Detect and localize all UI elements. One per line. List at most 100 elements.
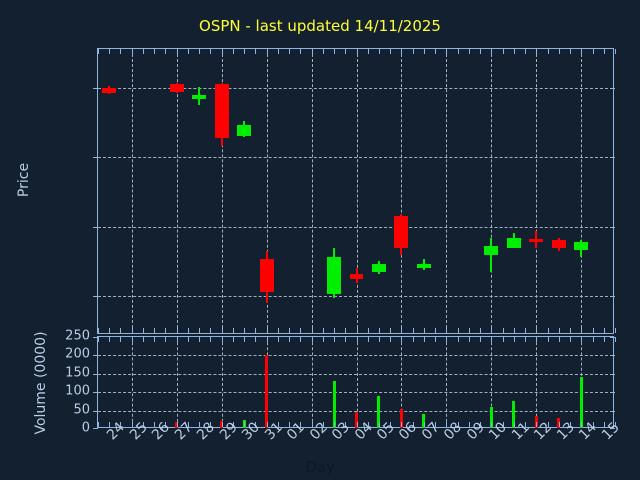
volume-bar	[355, 412, 358, 428]
gridline-vertical	[266, 49, 268, 333]
axis-tick	[131, 422, 133, 427]
volume-bar	[579, 377, 583, 428]
axis-tick	[131, 328, 133, 333]
axis-tick	[120, 422, 122, 427]
gridline-horizontal	[98, 226, 613, 228]
candle-body	[102, 88, 117, 94]
axis-tick	[558, 337, 560, 342]
gridline-vertical	[131, 49, 133, 333]
axis-tick	[98, 337, 99, 342]
price-panel	[93, 48, 616, 334]
axis-tick	[581, 328, 583, 333]
axis-tick	[491, 49, 493, 54]
axis-tick	[513, 49, 515, 54]
axis-tick	[525, 337, 527, 342]
axis-tick	[199, 49, 201, 54]
axis-tick	[165, 422, 167, 427]
axis-tick	[615, 337, 616, 342]
axis-tick	[610, 88, 615, 89]
gridline-vertical	[356, 337, 358, 427]
axis-tick	[255, 328, 257, 333]
axis-tick	[311, 49, 313, 54]
axis-tick	[165, 337, 167, 342]
x-axis-title: Day	[305, 458, 335, 476]
axis-tick	[457, 422, 459, 427]
gridline-vertical	[536, 337, 538, 427]
axis-tick	[423, 328, 425, 333]
axis-tick	[210, 337, 212, 342]
volume-tick-label: 250	[65, 328, 90, 344]
gridline-horizontal	[98, 355, 613, 357]
axis-tick	[93, 88, 98, 89]
axis-tick	[581, 337, 583, 342]
price-axis-ticks	[93, 49, 616, 333]
axis-tick	[610, 392, 615, 394]
axis-tick	[322, 49, 324, 54]
candle-body	[506, 237, 521, 249]
axis-tick	[547, 337, 549, 342]
candle-body	[529, 238, 544, 242]
axis-tick	[221, 328, 223, 333]
axis-tick	[603, 328, 605, 333]
axis-tick	[570, 422, 572, 427]
axis-tick	[367, 49, 369, 54]
axis-tick	[610, 373, 615, 375]
axis-tick	[165, 49, 167, 54]
axis-tick	[457, 49, 459, 54]
axis-tick	[93, 410, 98, 412]
axis-tick	[120, 328, 122, 333]
axis-tick	[334, 337, 336, 342]
axis-tick	[435, 328, 437, 333]
axis-tick	[457, 328, 459, 333]
axis-tick	[468, 328, 470, 333]
axis-tick	[610, 428, 615, 429]
axis-tick	[423, 49, 425, 54]
axis-tick	[93, 428, 98, 429]
axis-tick	[199, 337, 201, 342]
axis-tick	[615, 49, 616, 54]
axis-tick	[615, 328, 616, 333]
axis-tick	[244, 337, 246, 342]
axis-tick	[176, 337, 178, 342]
axis-tick	[210, 422, 212, 427]
volume-bar	[399, 408, 403, 428]
volume-tick-label: 150	[65, 365, 90, 381]
candle-body	[327, 257, 341, 294]
axis-tick	[412, 337, 414, 342]
axis-tick	[610, 337, 615, 338]
axis-tick	[502, 422, 504, 427]
axis-tick	[446, 422, 448, 427]
gridline-vertical	[356, 49, 358, 333]
gridline-horizontal	[98, 157, 613, 159]
axis-tick	[93, 296, 98, 297]
gridline-horizontal	[98, 296, 613, 297]
axis-tick	[120, 49, 122, 54]
axis-tick	[176, 328, 178, 333]
candle-body	[484, 246, 499, 255]
axis-tick	[300, 328, 302, 333]
axis-tick	[176, 49, 178, 54]
axis-tick	[232, 337, 234, 342]
axis-tick	[610, 410, 615, 412]
axis-tick	[176, 422, 178, 427]
axis-tick	[98, 422, 99, 427]
candle-body	[237, 124, 252, 136]
axis-tick	[423, 422, 425, 427]
axis-tick	[142, 49, 144, 54]
gridline-vertical	[401, 49, 403, 333]
price-gridlines	[98, 49, 613, 333]
axis-tick	[610, 296, 615, 297]
axis-tick	[412, 49, 414, 54]
axis-tick	[367, 328, 369, 333]
axis-tick	[581, 422, 583, 427]
axis-tick	[480, 49, 482, 54]
axis-tick	[558, 328, 560, 333]
axis-tick	[446, 49, 448, 54]
axis-tick	[390, 422, 392, 427]
axis-tick	[610, 226, 615, 228]
axis-tick	[570, 328, 572, 333]
candle-body	[214, 83, 229, 138]
volume-bar	[422, 414, 426, 428]
axis-tick	[289, 422, 291, 427]
axis-tick	[289, 49, 291, 54]
